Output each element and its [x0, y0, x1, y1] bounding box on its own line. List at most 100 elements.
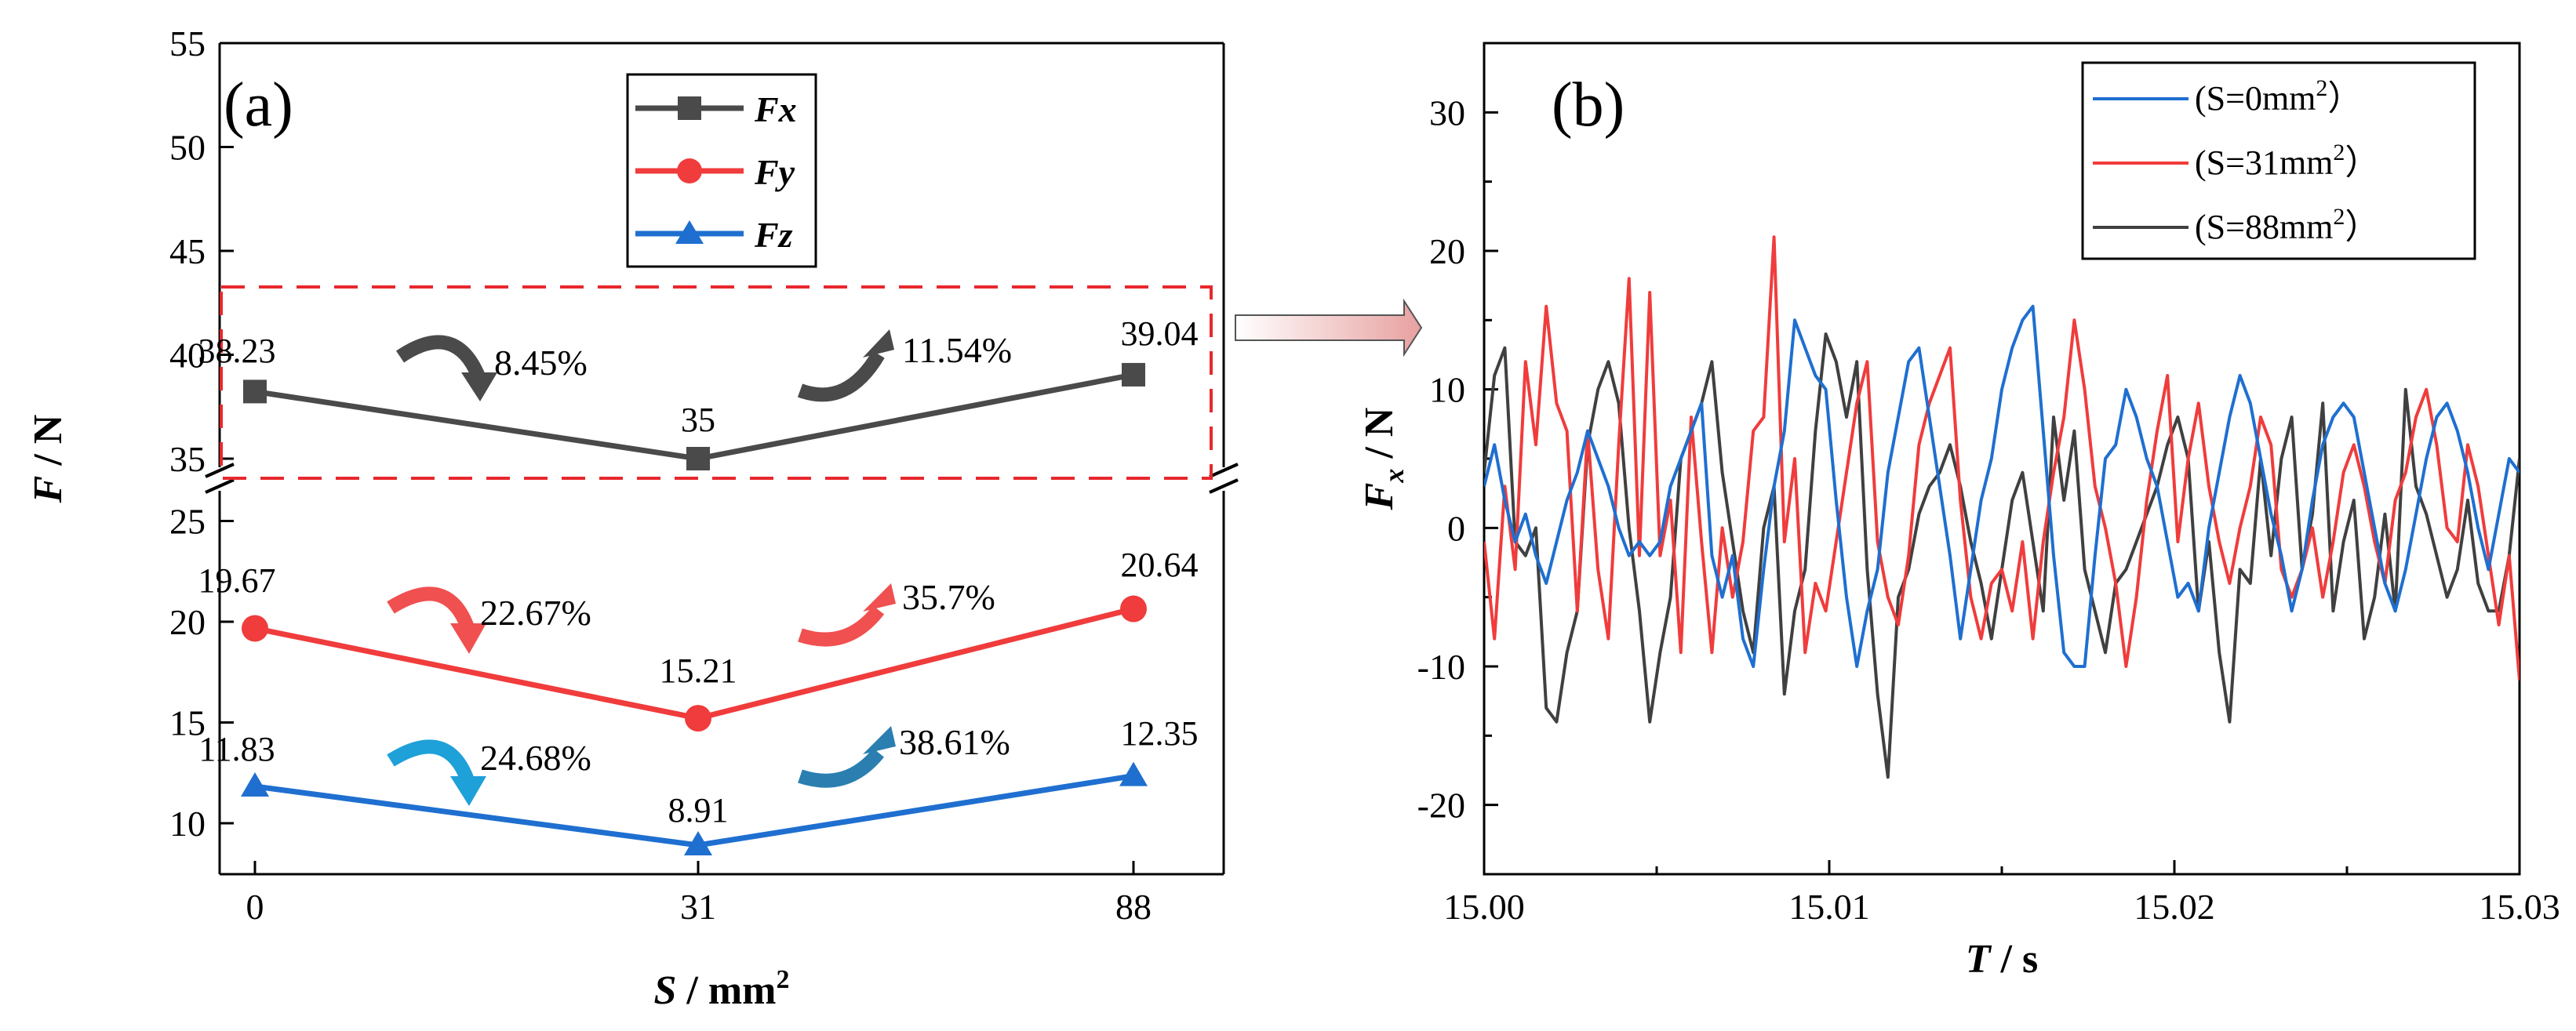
fz-down-arrow: [387, 739, 475, 783]
panel-b-xlabel-letter: T: [1966, 937, 1992, 982]
panel-a-xlabel: S / mm2: [653, 965, 789, 1013]
panel-b-ytick-label: -20: [1417, 786, 1465, 826]
fy-down-pct: 22.67%: [480, 593, 591, 633]
panel-b-ytick-label: 20: [1429, 231, 1465, 271]
panel-b-xtick-label: 15.01: [1788, 887, 1870, 927]
legend-s88-label: (S=88mm2）: [2195, 204, 2379, 246]
fy-up-arrowhead: [863, 583, 896, 612]
panel-a: 0 31 88 35 40 45 50 55 10 15 20 25 F / N S / mm2 (a…: [26, 24, 1239, 1013]
panel-a-series: [241, 362, 1148, 856]
fy-down-arrowhead: [450, 623, 486, 654]
fx-up-arrowhead: [863, 329, 894, 358]
fx-label-2: 39.04: [1121, 314, 1199, 353]
panel-a-ytick-label: 55: [169, 24, 206, 64]
panel-b-xlabel-unit: / s: [1991, 937, 2039, 982]
legend-s88-text: (S=88mm: [2195, 208, 2333, 246]
legend-s88-sup: 2: [2333, 204, 2345, 230]
series-line-s1: [1484, 235, 2520, 681]
fx-label-0: 38.23: [198, 332, 276, 370]
legend-s0-sup: 2: [2316, 75, 2327, 101]
axis-break-mark-left-2: [205, 478, 235, 494]
panel-a-xlabel-letter: S: [653, 968, 676, 1013]
panel-a-value-labels: 38.23 35 39.04 19.67 15.21 20.64 11.83 8…: [198, 314, 1199, 830]
panel-a-ytick-label: 20: [169, 602, 206, 642]
legend-s0-text: (S=0mm: [2195, 79, 2316, 118]
fy-down-arrow: [387, 586, 475, 630]
panel-a-legend: Fx Fy Fz: [626, 73, 817, 268]
panel-b-xtick-label: 15.00: [1443, 887, 1525, 927]
marker-fz: [1119, 761, 1148, 786]
fz-up-pct: 38.61%: [899, 722, 1010, 762]
panel-b-ticks: 15.00 15.01 15.02 15.03 -20 -10 0 10 20 30: [1417, 42, 2560, 927]
marker-fy: [1120, 595, 1147, 623]
fx-down-pct: 8.45%: [494, 343, 588, 383]
fz-up-arrow: [798, 748, 885, 788]
fz-label-0: 11.83: [198, 730, 275, 768]
fz-up-arrowhead: [863, 726, 896, 754]
panel-a-ylabel-letter: F: [26, 476, 71, 504]
legend-s0-close: ）: [2327, 79, 2362, 118]
axis-break-mark-right-2: [1209, 478, 1239, 494]
marker-fx: [1122, 362, 1145, 387]
legend-fy-marker: [677, 158, 702, 183]
fz-label-1: 8.91: [668, 791, 729, 830]
fz-label-2: 12.35: [1121, 714, 1199, 753]
panel-a-ylabel: F / N: [26, 415, 71, 504]
fz-down-arrowhead: [450, 776, 486, 806]
legend-fz-marker: [675, 220, 704, 244]
fy-up-pct: 35.7%: [902, 577, 995, 617]
panel-a-ytick-label: 10: [169, 804, 206, 844]
panel-b-xlabel: T / s: [1966, 937, 2038, 982]
highlight-box: [220, 285, 1213, 480]
panel-a-ytick-label: 15: [169, 703, 206, 743]
panel-a-xlabel-sup: 2: [777, 965, 790, 994]
legend-s31-label: (S=31mm2）: [2195, 140, 2379, 182]
legend-fz-label: Fz: [754, 215, 793, 255]
panel-b-xtick-label: 15.02: [2134, 887, 2215, 927]
fz-down-pct: 24.68%: [480, 738, 591, 778]
marker-fz: [684, 831, 712, 856]
fy-label-0: 19.67: [198, 561, 276, 600]
fy-up-arrow: [798, 605, 885, 647]
panel-a-ticks: 0 31 88 35 40 45 50 55 10 15 20 25: [169, 24, 1152, 927]
fx-down-arrowhead: [461, 372, 497, 401]
legend-s31-close: ）: [2345, 143, 2379, 182]
panel-b-ylabel-letter: F: [1357, 483, 1402, 511]
fy-label-1: 15.21: [660, 652, 737, 690]
panel-b-legend: (S=0mm2） (S=31mm2） (S=88mm2）: [2081, 61, 2476, 260]
panel-a-ytick-label: 40: [169, 336, 206, 376]
panel-b-ylabel: Fx / N: [1357, 408, 1410, 511]
panel-b-xtick-label: 15.03: [2479, 887, 2560, 927]
panel-a-ytick-label: 35: [169, 439, 206, 479]
fx-up-pct: 11.54%: [902, 330, 1012, 370]
panel-a-ytick-label: 45: [169, 231, 206, 271]
fy-label-2: 20.64: [1121, 546, 1199, 584]
panel-b-ytick-label: 30: [1429, 93, 1465, 133]
panel-a-xtick-label: 0: [246, 887, 264, 927]
panel-a-change-annotations: 8.45% 11.54% 22.67% 35.7% 24.68% 38.61%: [387, 329, 1012, 806]
axis-break-mark-left-1: [205, 463, 235, 478]
panel-b-ylabel-unit: / N: [1357, 408, 1402, 469]
legend-fx-label: Fx: [754, 89, 797, 129]
panel-a-ytick-label: 50: [169, 128, 206, 168]
marker-fy: [242, 615, 268, 642]
fx-down-arrow: [395, 335, 486, 379]
series-line-s0: [1484, 304, 2520, 668]
marker-fx: [686, 447, 710, 470]
panel-b-ytick-label: 10: [1429, 370, 1465, 410]
legend-s31-text: (S=31mm: [2195, 143, 2333, 182]
fx-label-1: 35: [681, 401, 715, 439]
legend-s31-sup: 2: [2333, 140, 2345, 165]
panel-b-ytick-label: 0: [1447, 508, 1465, 548]
legend-fx-marker: [678, 96, 701, 120]
panel-b-ytick-label: -10: [1417, 647, 1465, 687]
panel-a-xtick-label: 31: [680, 887, 716, 927]
panel-b: 15.00 15.01 15.02 15.03 -20 -10 0 10 20 30 Fx / N…: [1357, 42, 2560, 982]
panel-a-xlabel-unit: / mm: [676, 968, 776, 1013]
axis-break-mark-right-1: [1209, 463, 1239, 478]
legend-fy-label: Fy: [754, 152, 795, 192]
panel-a-xtick-label: 88: [1115, 887, 1152, 927]
connector-arrow: [1235, 298, 1423, 358]
